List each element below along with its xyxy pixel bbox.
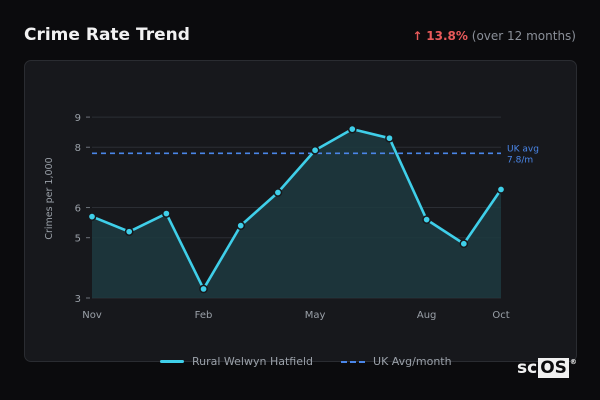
- legend-series-swatch: [160, 360, 184, 363]
- reference-label-line1: UK avg: [507, 144, 539, 154]
- chart-title: Crime Rate Trend: [24, 25, 190, 45]
- legend-series-label: Rural Welwyn Hatfield: [192, 355, 314, 368]
- y-tick-label: 8: [75, 143, 81, 154]
- data-point[interactable]: [310, 145, 320, 155]
- trend-change-percent: 13.8%: [426, 29, 468, 43]
- x-tick-label: May: [305, 310, 326, 321]
- x-tick-label: Feb: [195, 310, 213, 321]
- data-point[interactable]: [162, 209, 171, 218]
- y-tick-label: 3: [75, 294, 81, 305]
- data-point[interactable]: [422, 215, 431, 224]
- series-area-fill: [92, 129, 501, 298]
- legend-item-reference[interactable]: UK Avg/month: [341, 355, 452, 368]
- brand-logo-text-b: OS: [538, 358, 569, 378]
- chart-legend: Rural Welwyn Hatfield UK Avg/month: [160, 355, 480, 368]
- brand-logo-text-a: sc: [517, 358, 538, 378]
- reference-label-line2: 7.8/m: [507, 155, 533, 165]
- legend-reference-swatch: [341, 360, 366, 363]
- data-point[interactable]: [236, 221, 246, 230]
- x-tick-label: Nov: [82, 310, 102, 321]
- trend-up-arrow-icon: ↑: [412, 29, 423, 43]
- y-axis-label: Crimes per 1,000: [44, 157, 55, 239]
- data-point[interactable]: [385, 133, 394, 143]
- y-tick-label: 5: [75, 234, 81, 245]
- trend-change-indicator: ↑ 13.8% (over 12 months): [412, 29, 576, 43]
- data-point[interactable]: [87, 212, 97, 221]
- y-tick-label: 9: [75, 113, 81, 124]
- line-chart: 3 5 6 8 9 Crimes per 1,000 Nov Feb May Aug Oct UK a…: [44, 113, 539, 321]
- x-tick-label: Aug: [417, 310, 437, 321]
- data-point[interactable]: [496, 185, 506, 194]
- data-point[interactable]: [273, 188, 283, 197]
- trend-change-period: (over 12 months): [471, 29, 576, 43]
- chart-panel: 3 5 6 8 9 Crimes per 1,000 Nov Feb May Aug Oct UK a…: [24, 60, 577, 362]
- x-tick-label: Oct: [492, 310, 509, 321]
- y-tick-label: 6: [75, 204, 81, 215]
- brand-logo-mark: ®: [569, 358, 577, 366]
- legend-reference-label: UK Avg/month: [373, 355, 452, 368]
- data-point[interactable]: [347, 124, 357, 134]
- data-point[interactable]: [124, 227, 134, 237]
- brand-logo: sc OS ®: [517, 358, 577, 378]
- legend-item-series[interactable]: Rural Welwyn Hatfield: [160, 355, 313, 368]
- data-point[interactable]: [199, 284, 208, 294]
- data-point[interactable]: [459, 239, 469, 249]
- series-line: [91, 127, 503, 291]
